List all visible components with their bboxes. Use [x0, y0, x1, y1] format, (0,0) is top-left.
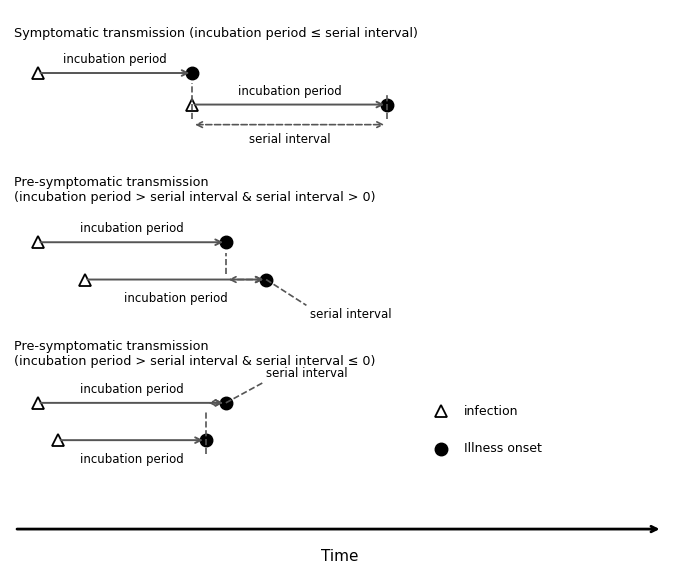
Text: serial interval: serial interval: [249, 133, 330, 146]
Text: serial interval: serial interval: [310, 308, 392, 321]
Text: incubation period: incubation period: [80, 453, 184, 466]
Text: Symptomatic transmission (incubation period ≤ serial interval): Symptomatic transmission (incubation per…: [14, 27, 418, 40]
Text: incubation period: incubation period: [124, 292, 227, 305]
Text: incubation period: incubation period: [238, 84, 341, 98]
Text: incubation period: incubation period: [80, 222, 184, 235]
Text: incubation period: incubation period: [63, 53, 167, 66]
Text: Pre-symptomatic transmission
(incubation period > serial interval & serial inter: Pre-symptomatic transmission (incubation…: [14, 176, 376, 204]
Text: Illness onset: Illness onset: [464, 442, 542, 455]
Text: Time: Time: [321, 549, 359, 564]
Text: incubation period: incubation period: [80, 383, 184, 396]
Text: Pre-symptomatic transmission
(incubation period > serial interval & serial inter: Pre-symptomatic transmission (incubation…: [14, 340, 375, 368]
Text: serial interval: serial interval: [266, 367, 347, 380]
Text: infection: infection: [464, 405, 519, 418]
